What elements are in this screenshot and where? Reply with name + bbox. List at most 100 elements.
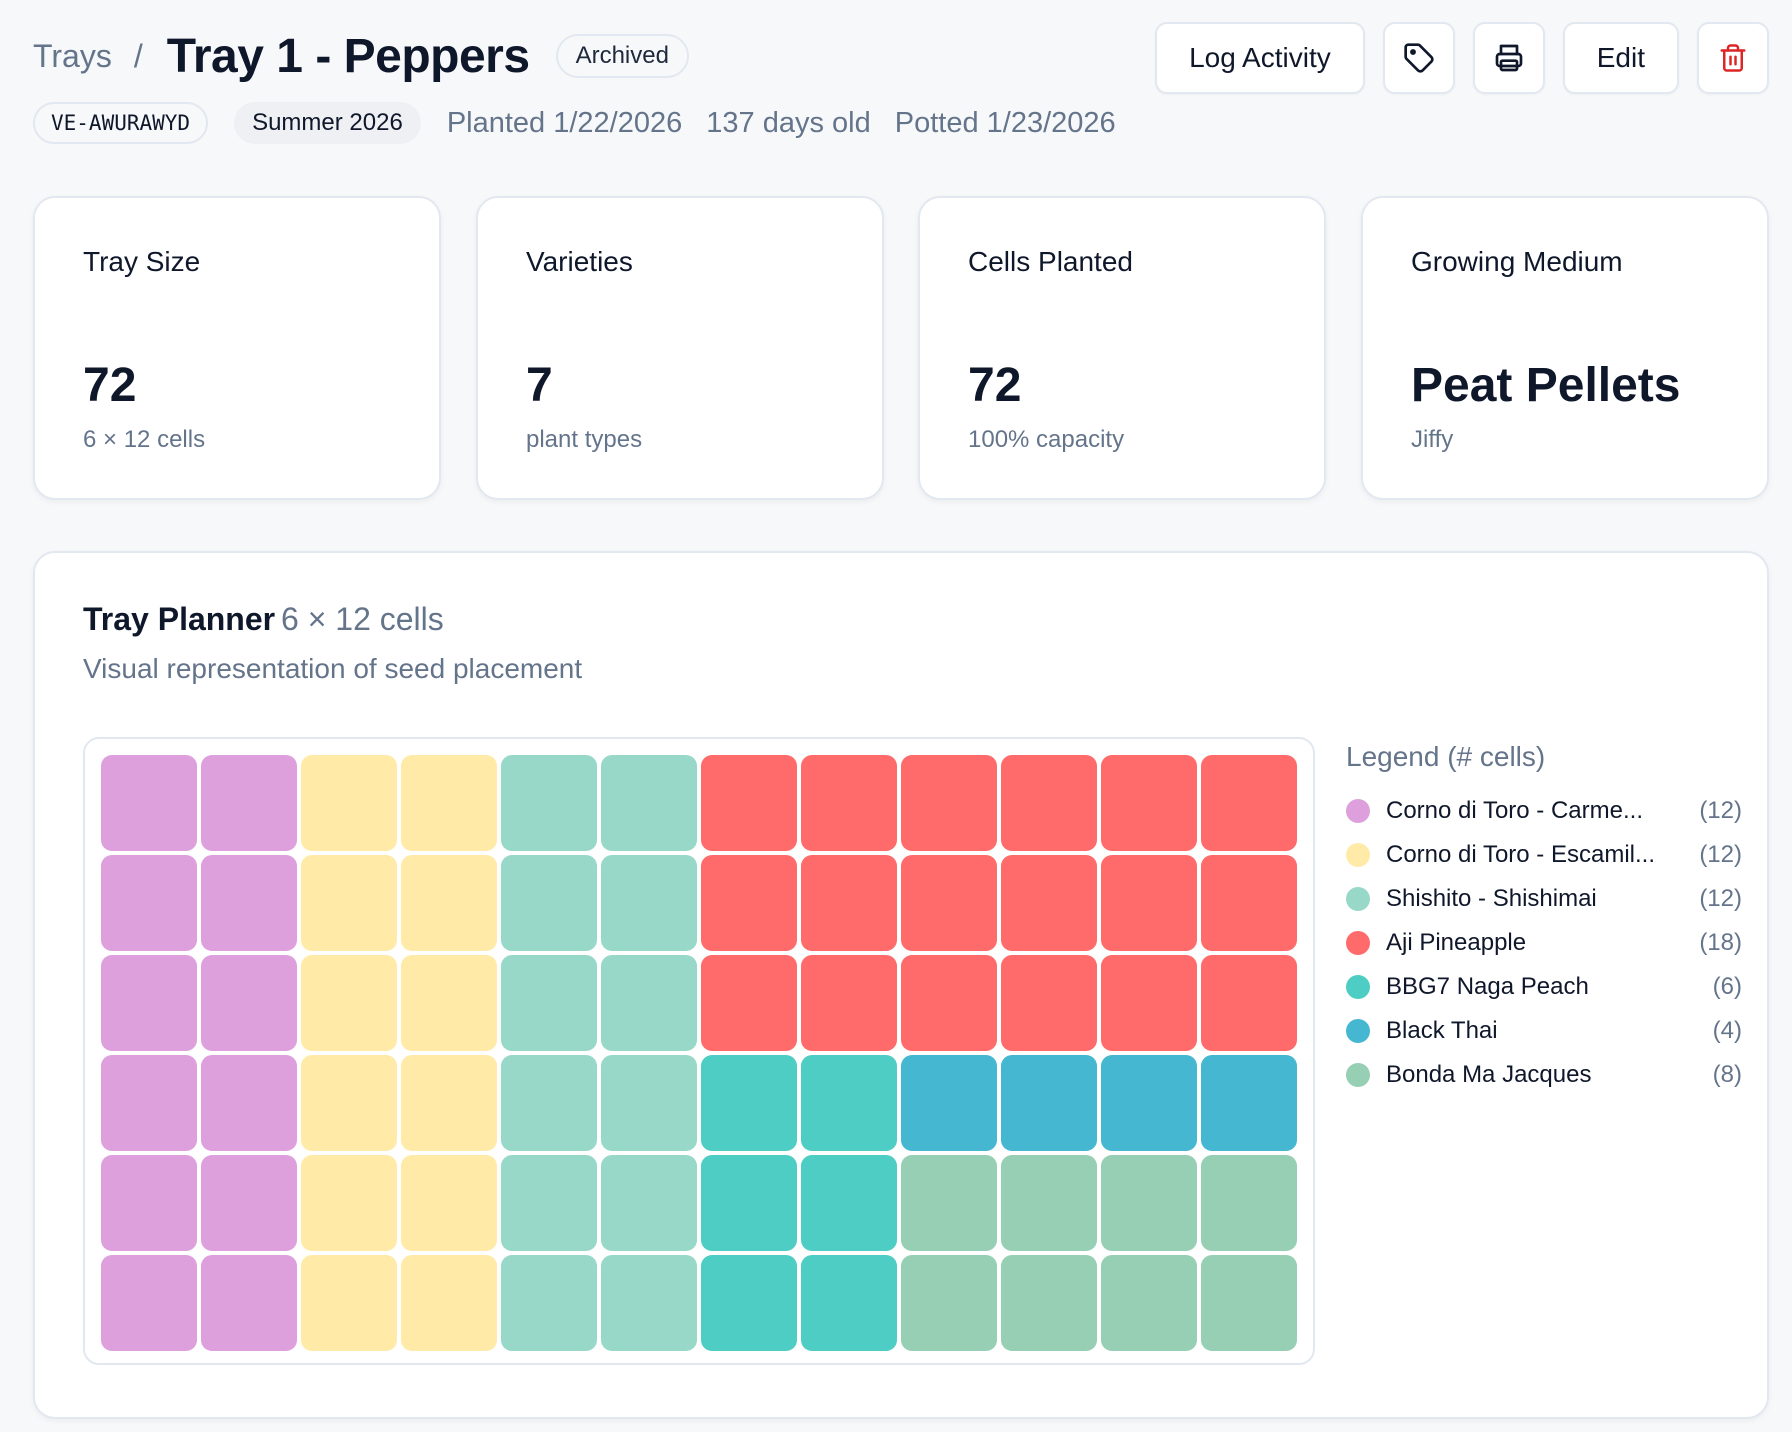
tray-grid-frame — [83, 737, 1315, 1365]
tray-cell[interactable] — [1001, 1155, 1097, 1251]
page-header: Trays / Tray 1 - Peppers Archived VE-AWU… — [33, 22, 1769, 150]
tray-cell[interactable] — [401, 1155, 497, 1251]
tray-cell[interactable] — [801, 1255, 897, 1351]
tray-cell[interactable] — [901, 1155, 997, 1251]
tray-cell[interactable] — [801, 955, 897, 1051]
tray-cell[interactable] — [1101, 855, 1197, 951]
legend-item-name: BBG7 Naga Peach — [1386, 973, 1589, 1000]
legend-item-count: (4) — [1712, 1017, 1742, 1044]
tray-cell[interactable] — [201, 755, 297, 851]
tray-cell[interactable] — [1201, 755, 1297, 851]
tray-cell[interactable] — [201, 1255, 297, 1351]
tray-cell[interactable] — [1101, 955, 1197, 1051]
legend-title: Legend (# cells) — [1346, 741, 1546, 772]
season-badge: Summer 2026 — [234, 102, 421, 144]
tray-cell[interactable] — [601, 1155, 697, 1251]
legend-item-count: (12) — [1699, 841, 1742, 868]
tray-cell[interactable] — [701, 1255, 797, 1351]
tray-cell[interactable] — [101, 755, 197, 851]
tray-cell[interactable] — [501, 955, 597, 1051]
tray-cell[interactable] — [1201, 1255, 1297, 1351]
tray-cell[interactable] — [901, 755, 997, 851]
tray-cell[interactable] — [101, 1255, 197, 1351]
tray-cell[interactable] — [401, 1055, 497, 1151]
tray-cell[interactable] — [601, 755, 697, 851]
tray-cell[interactable] — [701, 1155, 797, 1251]
tray-cell[interactable] — [401, 955, 497, 1051]
tray-cell[interactable] — [101, 1055, 197, 1151]
tray-cell[interactable] — [601, 1055, 697, 1151]
tray-cell[interactable] — [801, 855, 897, 951]
delete-button[interactable] — [1697, 22, 1769, 94]
stat-value: 72 — [968, 359, 1022, 412]
tray-cell[interactable] — [301, 855, 397, 951]
legend-item-name: Bonda Ma Jacques — [1386, 1061, 1592, 1088]
tray-cell[interactable] — [1201, 1055, 1297, 1151]
tray-cell[interactable] — [501, 855, 597, 951]
tray-cell[interactable] — [1201, 1155, 1297, 1251]
tray-cell[interactable] — [901, 855, 997, 951]
stat-subtext: plant types — [526, 426, 643, 453]
tray-cell[interactable] — [1001, 1255, 1097, 1351]
tray-cell[interactable] — [301, 755, 397, 851]
tray-cell[interactable] — [401, 855, 497, 951]
breadcrumb-trays-link[interactable]: Trays — [33, 37, 112, 74]
tray-cell[interactable] — [501, 1255, 597, 1351]
tray-cell[interactable] — [201, 955, 297, 1051]
legend-color-dot — [1346, 799, 1370, 823]
tray-cell[interactable] — [1001, 855, 1097, 951]
tray-cell[interactable] — [201, 855, 297, 951]
tray-cell[interactable] — [601, 955, 697, 1051]
tray-cell[interactable] — [401, 1255, 497, 1351]
tray-cell[interactable] — [801, 1055, 897, 1151]
tray-cell[interactable] — [801, 755, 897, 851]
legend-item-name: Shishito - Shishimai — [1386, 885, 1597, 912]
stat-label: Tray Size — [83, 246, 201, 277]
legend-color-dot — [1346, 975, 1370, 999]
potted-date: Potted 1/23/2026 — [894, 106, 1116, 139]
tray-cell[interactable] — [601, 855, 697, 951]
tray-cell[interactable] — [1001, 955, 1097, 1051]
tray-cell[interactable] — [501, 755, 597, 851]
legend-color-dot — [1346, 931, 1370, 955]
tray-cell[interactable] — [701, 955, 797, 1051]
tray-cell[interactable] — [1101, 1255, 1197, 1351]
stat-value: 7 — [526, 359, 553, 412]
stat-subtext: 100% capacity — [968, 426, 1125, 453]
tray-cell[interactable] — [901, 955, 997, 1051]
tray-cell[interactable] — [201, 1155, 297, 1251]
tag-button[interactable] — [1382, 22, 1455, 94]
tray-cell[interactable] — [101, 1155, 197, 1251]
tray-cell[interactable] — [1201, 855, 1297, 951]
tray-cell[interactable] — [1001, 1055, 1097, 1151]
tray-cell[interactable] — [1001, 755, 1097, 851]
tray-cell[interactable] — [1201, 955, 1297, 1051]
tray-cell[interactable] — [101, 955, 197, 1051]
legend-item-count: (8) — [1712, 1061, 1742, 1088]
tray-cell[interactable] — [601, 1255, 697, 1351]
tray-cell[interactable] — [501, 1055, 597, 1151]
tray-cell[interactable] — [901, 1055, 997, 1151]
tray-cell[interactable] — [1101, 1055, 1197, 1151]
tray-cell[interactable] — [401, 755, 497, 851]
tray-cell[interactable] — [901, 1255, 997, 1351]
tray-cell[interactable] — [201, 1055, 297, 1151]
tray-cell[interactable] — [801, 1155, 897, 1251]
tray-cell[interactable] — [301, 1155, 397, 1251]
tray-cell[interactable] — [701, 755, 797, 851]
tray-cell[interactable] — [701, 1055, 797, 1151]
tray-cell[interactable] — [301, 955, 397, 1051]
tray-cell[interactable] — [501, 1155, 597, 1251]
legend-item-name: Corno di Toro - Escamil... — [1386, 841, 1655, 868]
tray-cell[interactable] — [701, 855, 797, 951]
stat-card-cells-planted: Cells Planted 72 100% capacity — [918, 196, 1326, 500]
stat-value: Peat Pellets — [1411, 359, 1681, 412]
tray-cell[interactable] — [1101, 1155, 1197, 1251]
log-activity-button[interactable]: Log Activity — [1155, 22, 1365, 94]
tray-cell[interactable] — [1101, 755, 1197, 851]
tray-cell[interactable] — [301, 1055, 397, 1151]
tray-cell[interactable] — [301, 1255, 397, 1351]
tray-cell[interactable] — [101, 855, 197, 951]
edit-button[interactable]: Edit — [1562, 22, 1679, 94]
print-button[interactable] — [1472, 22, 1545, 94]
